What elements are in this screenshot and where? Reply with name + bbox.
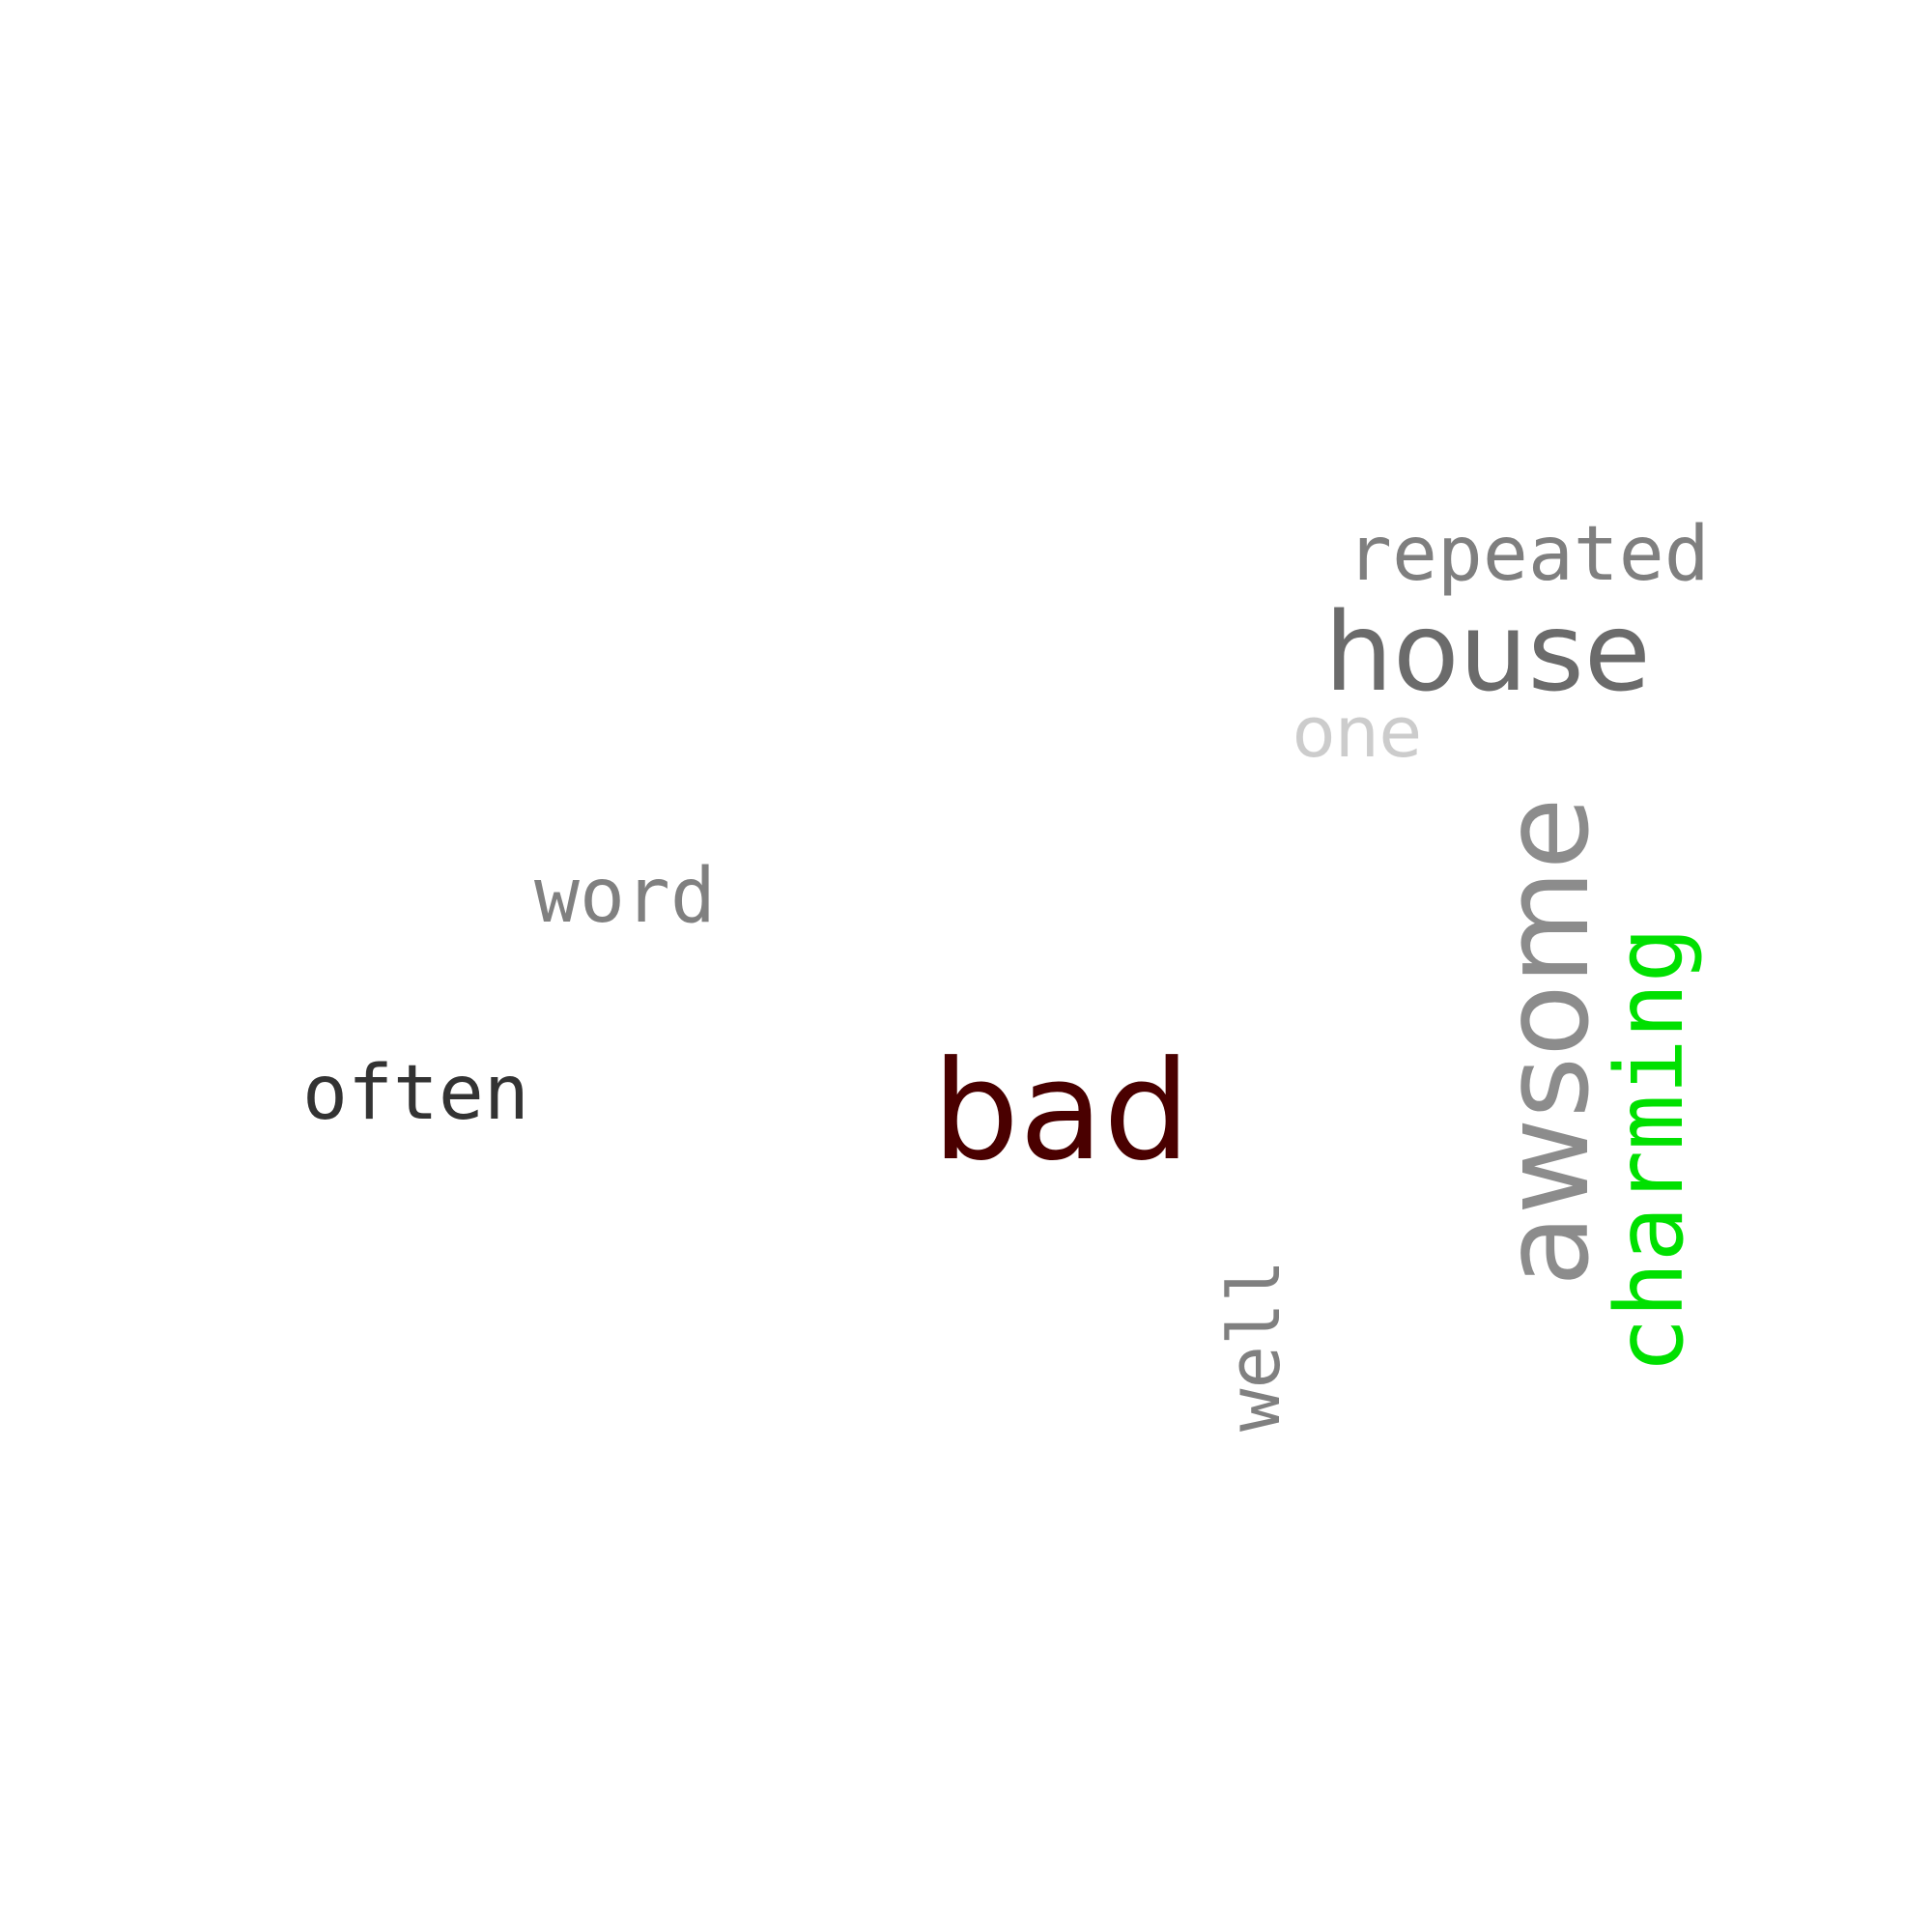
word-word: word [534,853,716,940]
word-charming: charming [1596,926,1704,1374]
word-repeated: repeated [1347,511,1710,598]
word-one: one [1293,692,1422,773]
word-often: often [302,1050,529,1137]
word-well: well [1213,1259,1296,1432]
word-bad: bad [932,1032,1191,1191]
word-awsome: awsome [1478,797,1615,1287]
word-house: house [1324,590,1651,716]
